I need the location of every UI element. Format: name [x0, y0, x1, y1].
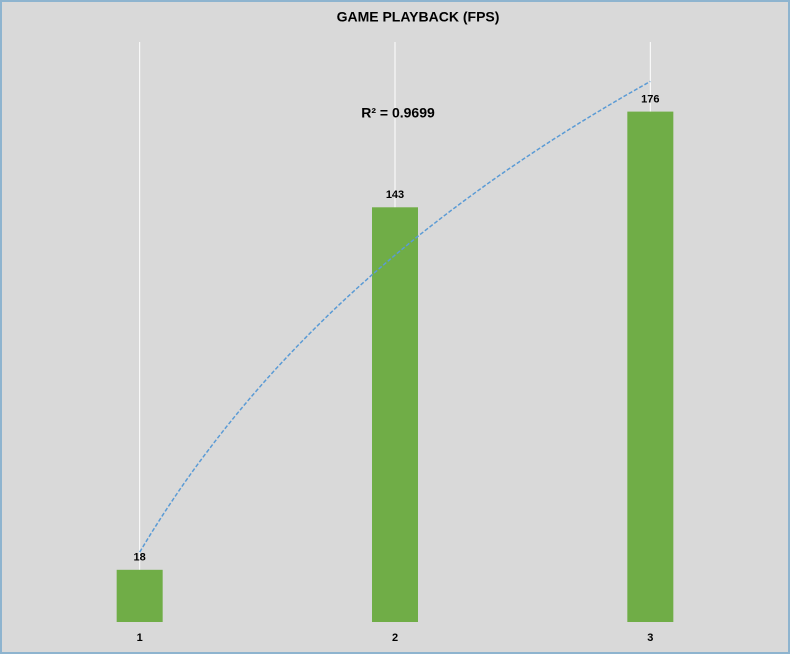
trendline-label: R² = 0.9699 — [361, 105, 435, 121]
x-tick-label: 3 — [647, 632, 653, 644]
trendline — [139, 80, 651, 553]
chart-title: GAME PLAYBACK (FPS) — [337, 9, 500, 25]
bar — [372, 207, 418, 623]
x-tick-label: 2 — [392, 632, 398, 644]
data-label: 18 — [134, 552, 146, 564]
data-label: 143 — [386, 189, 404, 201]
x-tick-label: 1 — [137, 632, 143, 644]
bar — [116, 569, 163, 622]
bar — [627, 111, 674, 622]
data-label: 176 — [641, 94, 659, 106]
